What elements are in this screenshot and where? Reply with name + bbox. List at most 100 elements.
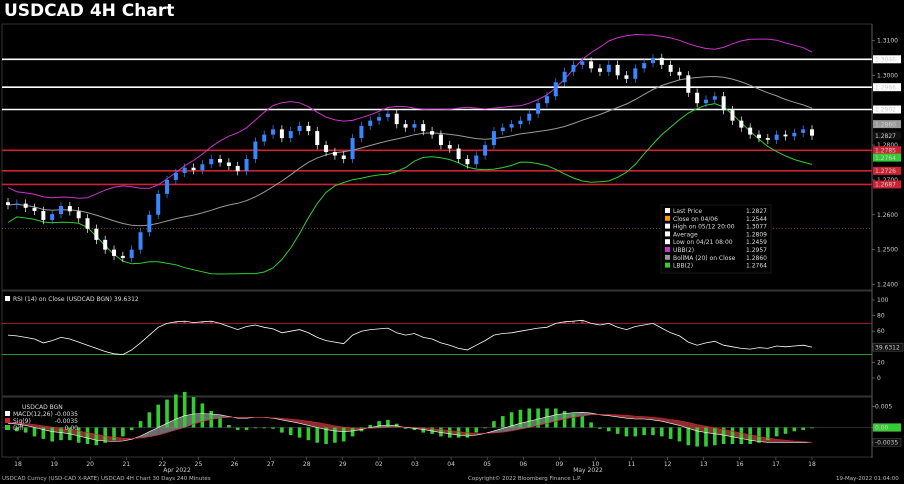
bollinger-middle-band (7, 75, 813, 227)
macd-histogram-bar (509, 412, 514, 428)
candle-body (483, 145, 488, 156)
macd-histogram-bar (253, 427, 258, 429)
legend-value: 1.2544 (746, 216, 767, 223)
macd-signal-fill (670, 419, 680, 426)
candle-body (500, 127, 505, 132)
macd-histogram-bar (403, 427, 408, 429)
x-tick-label: 05 (483, 461, 491, 468)
candle-body (253, 141, 258, 159)
price-label-box (873, 153, 901, 162)
legend-swatch (665, 223, 670, 229)
macd-histogram-bar (633, 427, 638, 437)
candle-body (218, 159, 223, 163)
price-label-box (873, 146, 901, 155)
macd-histogram-bar (244, 427, 249, 431)
x-tick-label: 25 (195, 461, 203, 468)
macd-signal-fill (520, 421, 530, 430)
legend-swatch (665, 262, 670, 268)
price-label: 1.3046 (875, 56, 896, 63)
candle-body (200, 164, 205, 171)
candle-body (23, 203, 28, 208)
macd-histogram-bar (218, 417, 222, 428)
legend-label: Close on 04/06 (673, 216, 718, 223)
candle-body (695, 92, 700, 104)
legend-value: 1.2827 (746, 208, 767, 215)
price-label: 1.2966 (875, 84, 896, 91)
price-label: 1.2902 (875, 107, 896, 114)
x-tick-label: 02 (375, 461, 383, 468)
candle-body (730, 110, 735, 121)
x-month-label: Apr 2022 (163, 467, 191, 474)
candle-body (589, 61, 594, 69)
candle-body (288, 131, 293, 139)
macd-signal-fill (617, 414, 627, 419)
candle-body (580, 61, 585, 65)
macd-histogram-bar (704, 427, 708, 447)
macd-histogram-bar (492, 421, 496, 428)
macd-legend-label: MACD(12,26) (13, 411, 53, 418)
macd-signal-fill (635, 416, 645, 420)
legend-swatch (665, 254, 670, 260)
macd-signal-fill (343, 427, 353, 432)
macd-signal-fill (149, 427, 159, 437)
legend-label: UBB(2) (673, 247, 694, 254)
macd-signal-fill (43, 425, 53, 432)
rsi-title: RSI (14) on Close (USDCAD BGN) 39.6312 (13, 296, 139, 303)
candle-body (677, 71, 682, 76)
macd-histogram-bar (474, 427, 479, 433)
candle-body (103, 239, 108, 250)
macd-histogram-bar (536, 408, 540, 428)
candle-body (774, 134, 779, 140)
macd-histogram-bar (651, 427, 655, 436)
candle-body (633, 68, 638, 79)
macd-histogram-bar (315, 427, 320, 443)
macd-signal-fill (290, 419, 300, 424)
macd-signal-fill (626, 415, 636, 420)
legend-label: Last Price (673, 208, 702, 215)
x-tick-label: 16 (736, 461, 744, 468)
macd-signal-fill (25, 423, 35, 428)
macd-histogram-bar (677, 427, 682, 442)
candle-body (659, 57, 664, 65)
macd-histogram-bar (59, 427, 63, 441)
x-tick-label: 03 (411, 461, 419, 468)
macd-histogram-bar (580, 416, 585, 428)
macd-histogram-bar (288, 427, 293, 436)
macd-signal-fill (741, 433, 751, 441)
legend-value: 1.2459 (746, 239, 767, 246)
macd-histogram-bar (739, 427, 744, 444)
macd-histogram-bar (721, 427, 726, 444)
macd-signal-fill (502, 425, 512, 433)
candle-body (341, 155, 346, 159)
candle-body (6, 202, 10, 206)
macd-histogram-bar (412, 427, 417, 431)
price-y-tick-label: 1.2600 (877, 212, 898, 219)
macd-legend-swatch (5, 411, 10, 416)
x-tick-label: 26 (231, 461, 239, 468)
candle-body (562, 71, 567, 83)
price-label-box (873, 131, 901, 140)
candle-body (138, 232, 143, 250)
legend-value: 1.2764 (746, 263, 767, 270)
macd-histogram-bar (421, 427, 426, 433)
rsi-panel: 100806040200RSI (14) on Close (USDCAD BG… (2, 296, 904, 382)
price-label: 1.2687 (875, 182, 896, 189)
rsi-legend-swatch (5, 296, 10, 301)
rsi-y-tick-label: 100 (877, 297, 889, 304)
macd-histogram-bar (280, 427, 284, 433)
price-y-tick-label: 1.3100 (877, 37, 898, 44)
macd-histogram-bar (456, 427, 461, 438)
macd-histogram-bar (368, 424, 373, 428)
candle-body (606, 64, 611, 72)
macd-signal-fill (573, 412, 583, 418)
candle-body (650, 57, 655, 64)
candle-body (315, 131, 320, 146)
macd-signal-fill (61, 428, 70, 434)
macd-signal-fill (732, 431, 742, 439)
macd-histogram-bar (810, 427, 814, 429)
x-tick-label: 27 (267, 461, 275, 468)
macd-histogram-bar (695, 427, 699, 447)
x-month-label: May 2022 (573, 467, 603, 474)
macd-signal-fill (202, 413, 212, 422)
